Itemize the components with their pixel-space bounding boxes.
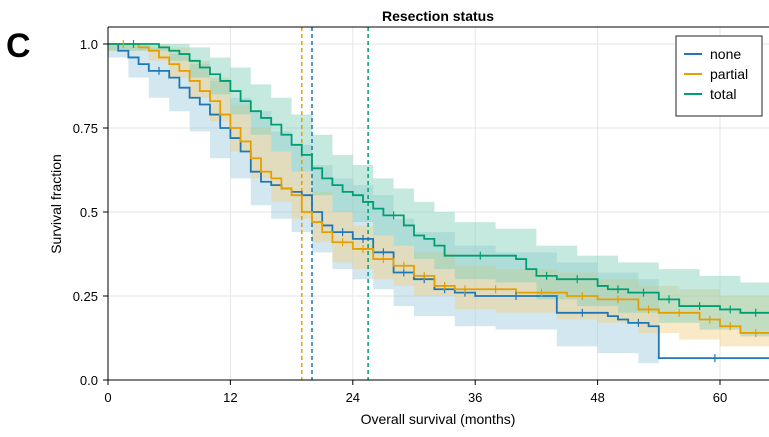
x-tick-label: 60 (713, 390, 727, 405)
censor-marks (122, 40, 757, 363)
y-axis-label: Survival fraction (48, 154, 64, 254)
x-tick-label: 48 (590, 390, 604, 405)
y-tick-label: 1.0 (80, 37, 98, 52)
legend-box (675, 35, 763, 117)
legend: none partial total (675, 35, 763, 117)
panel-letter: C (6, 27, 31, 65)
plot-area (108, 27, 769, 380)
survival-curves (108, 43, 769, 360)
survival-curve-total (108, 43, 769, 314)
y-tick-label: 0.5 (80, 205, 98, 220)
x-ticks: 0 12 24 36 48 60 (104, 380, 727, 405)
x-tick-label: 12 (223, 390, 237, 405)
survival-curve-none (108, 43, 769, 360)
legend-label-none: none (710, 46, 741, 62)
y-ticks: 0.0 0.25 0.5 0.75 1.0 (73, 37, 108, 388)
y-tick-label: 0.0 (80, 373, 98, 388)
chart-title: Resection status (382, 8, 494, 24)
y-tick-label: 0.25 (73, 289, 98, 304)
legend-label-total: total (710, 86, 736, 102)
x-tick-label: 0 (104, 390, 111, 405)
legend-label-partial: partial (710, 66, 748, 82)
x-tick-label: 36 (468, 390, 482, 405)
y-tick-label: 0.75 (73, 121, 98, 136)
survival-curve-partial (108, 43, 769, 334)
x-axis-label: Overall survival (months) (361, 411, 516, 427)
x-tick-label: 24 (346, 390, 360, 405)
ci-band-total (108, 44, 769, 337)
